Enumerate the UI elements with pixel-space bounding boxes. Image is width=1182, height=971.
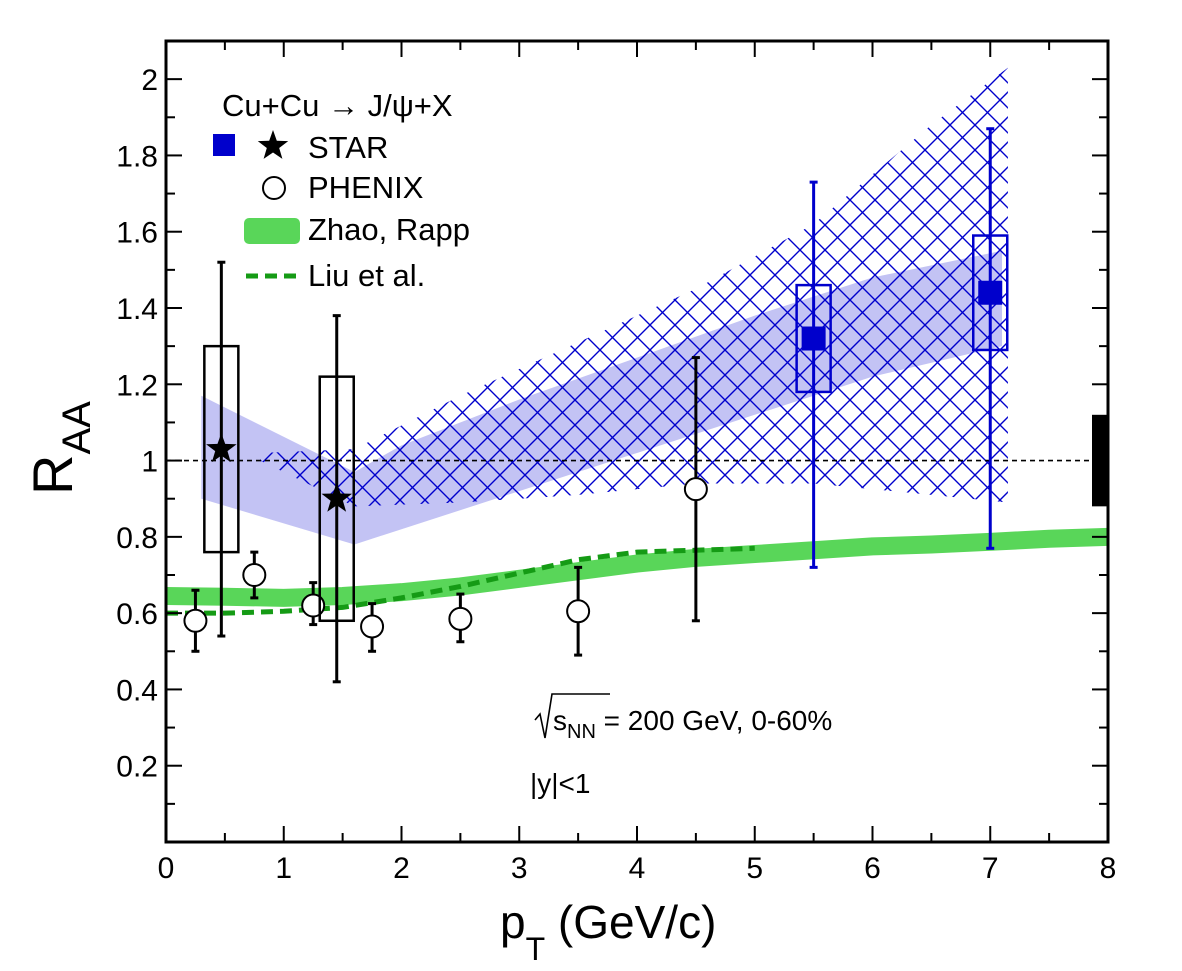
x-axis-title-main: p bbox=[500, 896, 526, 948]
star-lowpt-point-group bbox=[318, 314, 355, 684]
y-tick-label: 0.8 bbox=[116, 522, 158, 555]
x-tick-label: 5 bbox=[746, 852, 763, 885]
phenix-point-group bbox=[360, 602, 385, 653]
legend: Cu+Cu → J/ψ+X STAR PHENIX Zhao, Rapp Liu… bbox=[213, 88, 470, 293]
phenix-marker bbox=[360, 614, 385, 639]
star-highpt-marker bbox=[801, 326, 826, 351]
y-tick-label: 0.6 bbox=[116, 598, 158, 631]
phenix-point-group bbox=[566, 565, 591, 657]
legend-label-star: STAR bbox=[308, 130, 388, 165]
y-tick-label: 1.2 bbox=[116, 369, 158, 402]
y-axis-title-sub: AA bbox=[55, 401, 99, 455]
y-tick-label: 0.4 bbox=[116, 674, 158, 707]
energy-annotation: sNN = 200 GeV, 0-60% bbox=[534, 693, 832, 743]
x-tick-label: 7 bbox=[982, 852, 999, 885]
star-highpt-point-group bbox=[972, 127, 1009, 550]
y-axis-title-main: R bbox=[21, 455, 84, 495]
x-tick-label: 2 bbox=[393, 852, 410, 885]
star-lowpt-marker bbox=[206, 433, 237, 463]
phenix-marker bbox=[566, 599, 591, 624]
rapidity-annotation: |y|<1 bbox=[530, 768, 590, 799]
sqrt-symbol bbox=[534, 693, 610, 739]
legend-zhao-rapp-swatch bbox=[244, 218, 300, 244]
legend-label-phenix: PHENIX bbox=[308, 170, 424, 205]
legend-phenix-marker bbox=[262, 176, 286, 200]
x-tick-label: 4 bbox=[629, 852, 646, 885]
legend-star-marker bbox=[257, 130, 289, 159]
energy-text: sNN = 200 GeV, 0-60% bbox=[553, 705, 832, 743]
phenix-marker bbox=[448, 606, 473, 631]
y-tick-label: 1 bbox=[141, 446, 158, 479]
phenix-point-group bbox=[683, 356, 708, 623]
y-tick-label: 1.8 bbox=[116, 140, 158, 173]
y-tick-label: 1.6 bbox=[116, 217, 158, 250]
energy-sub: NN bbox=[567, 721, 596, 743]
phenix-point-group bbox=[242, 550, 267, 600]
phenix-marker bbox=[683, 477, 708, 502]
phenix-point-group bbox=[448, 592, 473, 644]
x-tick-label: 3 bbox=[511, 852, 528, 885]
x-axis-title-sub: T bbox=[526, 931, 546, 967]
legend-label-liu: Liu et al. bbox=[308, 258, 425, 293]
model-curves bbox=[166, 527, 1108, 616]
legend-star-square-marker bbox=[213, 134, 235, 156]
phenix-marker bbox=[183, 608, 208, 633]
star-highpt-point-group bbox=[795, 180, 832, 569]
x-tick-label: 0 bbox=[158, 852, 175, 885]
phenix-point-group bbox=[183, 588, 208, 653]
axes: 0 1 2 3 4 5 6 7 8 0.2 0.4 0.6 0.8 1 1.2 1.4 1.6 1.8 2 bbox=[116, 41, 1116, 885]
energy-rest: = 200 GeV, 0-60% bbox=[596, 705, 832, 736]
x-tick-label: 1 bbox=[275, 852, 292, 885]
y-tick-label: 1.4 bbox=[116, 293, 158, 326]
y-tick-label: 2 bbox=[141, 64, 158, 97]
y-tick-label: 0.2 bbox=[116, 751, 158, 784]
x-tick-label: 6 bbox=[864, 852, 881, 885]
star-lowpt-marker bbox=[321, 482, 352, 512]
star-highpt-marker bbox=[978, 280, 1003, 305]
star-hatched-band bbox=[260, 67, 1008, 507]
liu-curve bbox=[166, 545, 755, 616]
energy-sqrt-var: s bbox=[553, 705, 567, 736]
zhao-rapp-curve bbox=[166, 527, 1108, 607]
x-tick-label: 8 bbox=[1100, 852, 1117, 885]
star-lowpt-point-group bbox=[203, 260, 240, 638]
legend-title: Cu+Cu → J/ψ+X bbox=[222, 88, 453, 123]
x-axis-title: pT (GeV/c) bbox=[500, 896, 716, 967]
legend-label-zhao-rapp: Zhao, Rapp bbox=[308, 212, 470, 247]
phenix-marker bbox=[242, 563, 267, 587]
x-axis-title-unit: (GeV/c) bbox=[545, 896, 716, 948]
data-points bbox=[183, 127, 1009, 684]
y-axis-title: RAA bbox=[21, 401, 99, 495]
uncertainty-bands bbox=[201, 67, 1008, 545]
